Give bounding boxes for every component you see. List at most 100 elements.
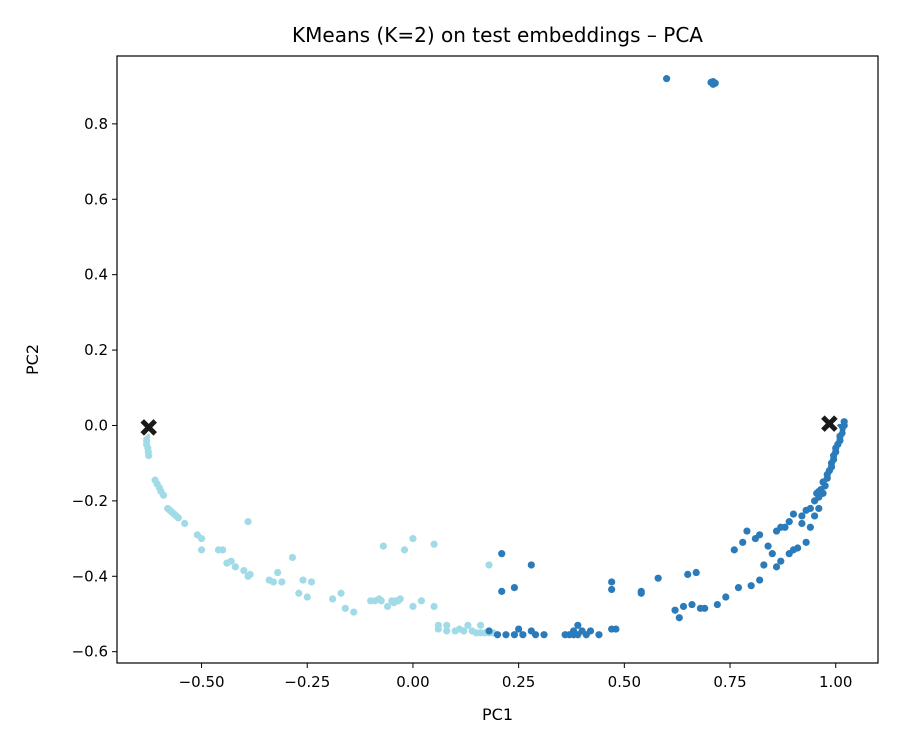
data-point-cluster-1 [510, 584, 519, 592]
data-point-cluster-0 [244, 518, 252, 526]
data-point-cluster-1 [806, 523, 814, 531]
data-point-cluster-1 [519, 631, 527, 639]
chart-title: KMeans (K=2) on test embeddings – PCA [292, 23, 703, 47]
data-point-cluster-1 [789, 510, 798, 518]
data-point-cluster-0 [219, 546, 227, 554]
x-tick-label: 1.00 [819, 673, 852, 691]
data-point-cluster-0 [377, 597, 385, 605]
y-tick-label: 0.8 [84, 115, 108, 133]
data-point-cluster-1 [813, 489, 821, 497]
data-point-cluster-1 [777, 557, 785, 565]
data-point-cluster-1 [498, 587, 506, 595]
data-point-cluster-0 [485, 561, 493, 569]
data-point-cluster-0 [246, 570, 254, 579]
data-point-cluster-1 [734, 584, 743, 592]
data-point-cluster-1 [798, 512, 806, 520]
data-point-cluster-1 [810, 512, 819, 520]
data-point-cluster-0 [460, 627, 468, 635]
data-point-cluster-1 [637, 589, 645, 597]
data-point-cluster-1 [654, 574, 662, 582]
data-point-cluster-1 [502, 631, 510, 639]
data-point-cluster-1 [485, 627, 493, 635]
data-point-cluster-1 [498, 550, 506, 558]
data-point-cluster-1 [840, 418, 848, 426]
data-point-cluster-0 [295, 589, 303, 597]
data-point-cluster-0 [409, 534, 417, 543]
data-point-cluster-1 [772, 563, 781, 571]
data-point-cluster-0 [299, 576, 307, 584]
x-tick-label: −0.25 [284, 673, 330, 691]
data-point-cluster-1 [781, 523, 789, 531]
data-point-cluster-0 [464, 621, 472, 629]
data-point-cluster-1 [713, 600, 721, 609]
data-point-cluster-1 [760, 561, 768, 569]
data-point-cluster-0 [337, 589, 345, 597]
data-point-cluster-1 [827, 463, 836, 471]
data-point-cluster-0 [181, 519, 189, 528]
data-point-cluster-0 [430, 540, 438, 548]
data-point-cluster-0 [341, 604, 349, 612]
data-point-cluster-1 [688, 600, 696, 609]
data-point-cluster-0 [383, 602, 392, 611]
x-tick-label: −0.50 [179, 673, 225, 691]
data-point-cluster-1 [493, 631, 502, 639]
data-point-cluster-1 [540, 631, 548, 639]
data-point-cluster-1 [730, 546, 738, 554]
data-point-cluster-1 [830, 455, 838, 464]
x-tick-label: 0.75 [713, 673, 746, 691]
y-tick-label: 0.2 [84, 341, 108, 359]
data-point-cluster-1 [510, 631, 519, 639]
y-tick-label: 0.0 [84, 416, 108, 434]
data-point-cluster-1 [802, 538, 810, 546]
y-tick-label: 0.4 [84, 266, 108, 284]
centroid-marker [821, 415, 838, 432]
x-tick-label: 0.25 [502, 673, 535, 691]
data-point-cluster-1 [574, 621, 582, 629]
data-point-cluster-1 [586, 627, 595, 635]
y-tick-label: −0.2 [72, 492, 108, 510]
data-point-cluster-0 [274, 568, 282, 577]
data-point-cluster-0 [417, 597, 425, 605]
data-point-cluster-0 [145, 452, 153, 460]
data-point-cluster-1 [527, 561, 535, 569]
data-point-cluster-1 [663, 75, 671, 83]
data-point-cluster-0 [409, 602, 417, 611]
data-point-cluster-0 [400, 546, 409, 554]
data-point-cluster-1 [515, 625, 523, 633]
y-axis-ticks: −0.6 −0.4 −0.2 0.0 0.2 0.4 0.6 0.8 [72, 115, 117, 661]
data-point-cluster-0 [278, 578, 286, 586]
data-point-cluster-0 [174, 514, 182, 522]
data-point-cluster-1 [595, 631, 603, 639]
data-point-cluster-1 [768, 550, 776, 558]
data-point-cluster-1 [722, 593, 730, 601]
data-point-cluster-1 [798, 519, 806, 528]
data-point-cluster-1 [701, 604, 709, 612]
data-point-cluster-1 [747, 582, 755, 590]
centroids-layer [138, 413, 840, 438]
data-point-cluster-0 [350, 608, 358, 616]
data-point-cluster-0 [303, 593, 311, 601]
data-point-cluster-1 [764, 542, 772, 550]
y-tick-label: 0.6 [84, 190, 108, 208]
data-point-cluster-1 [819, 478, 827, 486]
data-point-cluster-0 [430, 602, 438, 611]
data-point-cluster-0 [443, 621, 451, 629]
data-point-cluster-0 [231, 563, 239, 571]
data-point-cluster-1 [815, 504, 823, 513]
x-tick-label: 0.50 [608, 673, 641, 691]
data-point-cluster-1 [823, 470, 831, 479]
points-layer [142, 75, 848, 639]
data-point-cluster-0 [434, 625, 442, 633]
data-point-cluster-0 [240, 567, 248, 575]
x-tick-label: 0.00 [396, 673, 429, 691]
data-point-cluster-1 [806, 504, 814, 513]
data-point-cluster-0 [379, 542, 387, 550]
data-point-cluster-0 [443, 627, 451, 635]
centroid-marker [140, 419, 157, 436]
data-point-cluster-1 [675, 614, 683, 622]
data-point-cluster-0 [307, 578, 316, 586]
data-point-cluster-1 [709, 80, 717, 88]
data-point-cluster-0 [288, 553, 297, 562]
